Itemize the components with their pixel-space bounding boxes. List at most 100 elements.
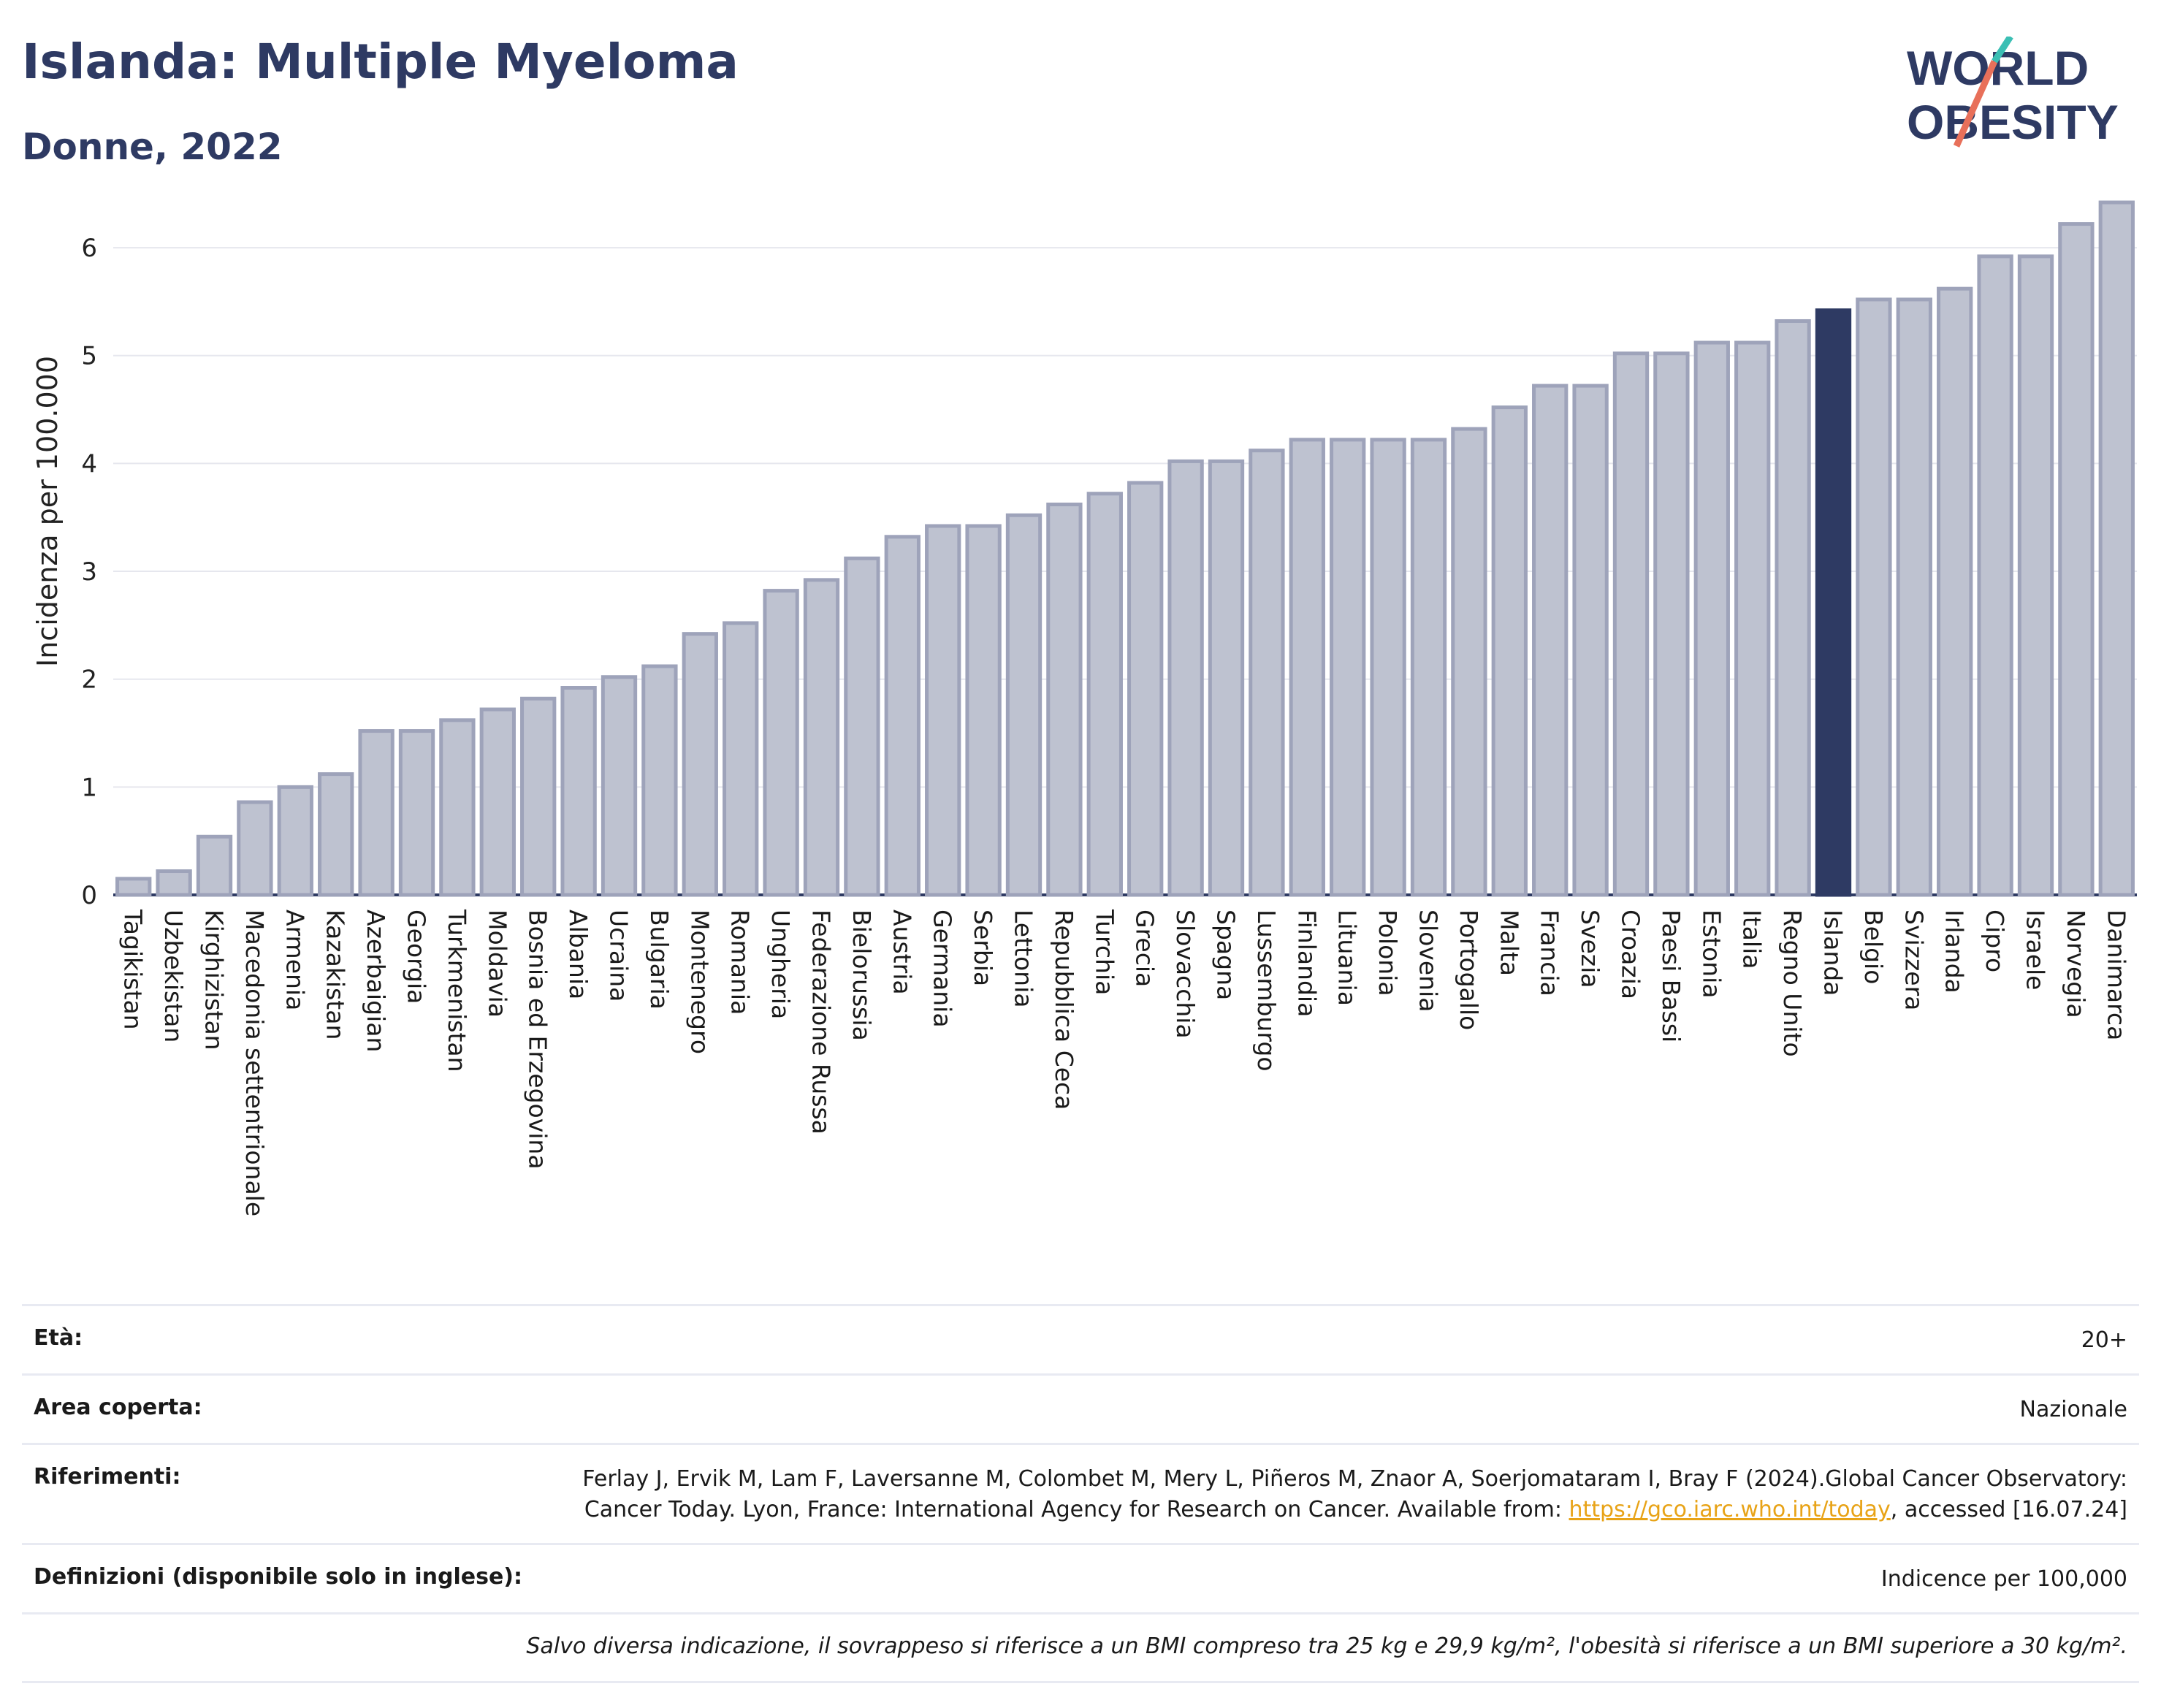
bar	[560, 686, 597, 897]
references-link[interactable]: https://gco.iarc.who.int/today	[1569, 1497, 1891, 1522]
x-category-label: Estonia	[1697, 910, 1726, 998]
page-subtitle: Donne, 2022	[22, 126, 283, 168]
bar	[1572, 384, 1609, 897]
bar	[1289, 438, 1325, 897]
x-category-label: Germania	[929, 910, 957, 1028]
x-category-label: Lituania	[1333, 910, 1362, 1006]
bar	[1856, 297, 1892, 897]
bar	[723, 621, 759, 897]
x-category-label: Lettonia	[1010, 910, 1038, 1007]
bar	[1775, 319, 1811, 897]
page-title: Islanda: Multiple Myeloma	[22, 34, 739, 90]
x-category-label: Regno Unito	[1778, 910, 1807, 1057]
bar	[156, 869, 192, 897]
x-category-label: Repubblica Ceca	[1050, 910, 1078, 1110]
x-category-label: Francia	[1536, 910, 1564, 996]
x-category-label: Spagna	[1212, 910, 1240, 1000]
svg-text:OBESITY: OBESITY	[1907, 95, 2119, 149]
bar	[358, 729, 395, 897]
bar	[965, 524, 1002, 897]
bar	[1491, 405, 1528, 897]
references-value: Ferlay J, Ervik M, Lam F, Laversanne M, …	[520, 1464, 2127, 1525]
bar	[1653, 351, 1690, 897]
x-category-label: Bosnia ed Erzegovina	[524, 910, 552, 1170]
y-tick-label: 4	[81, 449, 97, 479]
bar	[115, 877, 152, 897]
y-tick-label: 3	[81, 557, 97, 587]
y-tick-label: 6	[81, 234, 97, 263]
x-category-label: Portogallo	[1455, 910, 1483, 1030]
bar	[1086, 492, 1123, 897]
x-category-label: Bielorussia	[847, 910, 876, 1041]
y-tick-label: 5	[81, 342, 97, 371]
bar	[682, 632, 718, 897]
area-label: Area coperta:	[34, 1395, 202, 1420]
info-row-definitions: Definizioni (disponibile solo in inglese…	[22, 1543, 2139, 1612]
bar	[803, 578, 840, 897]
area-value: Nazionale	[2019, 1397, 2127, 1422]
bar	[844, 556, 880, 897]
references-text: Ferlay J, Ervik M, Lam F, Laversanne M, …	[582, 1466, 2127, 1522]
bar	[2017, 254, 2054, 897]
x-category-label: Federazione Russa	[807, 910, 836, 1135]
bar	[1612, 351, 1650, 897]
x-category-label: Austria	[888, 910, 916, 995]
bar	[763, 589, 799, 897]
bar	[1977, 254, 2013, 897]
bar	[1167, 459, 1204, 897]
bar-chart: 0 1 2 3 4 5 6 Tagikistan Uzbekistan Kirghizistan…	[31, 200, 2137, 1216]
x-category-label: Georgia	[403, 910, 431, 1004]
x-category-label: Armenia	[281, 910, 309, 1010]
bar	[1532, 384, 1569, 897]
info-row-references: Riferimenti: Ferlay J, Ervik M, Lam F, L…	[22, 1443, 2139, 1543]
bar	[439, 718, 476, 897]
references-accessed: , accessed [16.07.24]	[1890, 1497, 2127, 1522]
x-category-label: Irlanda	[1940, 910, 1969, 994]
bars	[115, 200, 2135, 897]
bar	[1693, 340, 1730, 897]
y-axis-ticks: 0 1 2 3 4 5 6	[81, 234, 97, 910]
bar	[641, 664, 678, 897]
x-category-label: Polonia	[1373, 910, 1402, 996]
definitions-label: Definizioni (disponibile solo in inglese…	[34, 1564, 522, 1590]
x-category-label: Serbia	[969, 910, 997, 986]
x-category-label: Slovacchia	[1171, 910, 1200, 1039]
x-category-label: Macedonia settentrionale	[240, 910, 269, 1216]
x-category-label: Azerbaigian	[362, 910, 390, 1052]
footnote: Salvo diversa indicazione, il sovrappeso…	[22, 1612, 2139, 1683]
x-category-label: Romania	[726, 910, 755, 1015]
bar	[925, 524, 961, 897]
definitions-value: Indicence per 100,000	[1880, 1566, 2127, 1592]
x-category-label: Slovenia	[1414, 910, 1443, 1012]
x-category-label: Svezia	[1576, 910, 1604, 988]
age-value: 20+	[2081, 1327, 2127, 1353]
bar-highlighted	[1815, 308, 1852, 897]
bar	[520, 696, 557, 897]
x-category-label: Danimarca	[2102, 910, 2130, 1040]
bar	[601, 675, 638, 897]
x-category-label: Montenegro	[685, 910, 714, 1054]
bar	[1896, 297, 1932, 897]
bar	[1005, 513, 1043, 897]
world-obesity-logo: WORLD OBESITY	[1907, 37, 2119, 149]
x-category-label: Malta	[1495, 910, 1523, 976]
y-axis-label: Incidenza per 100.000	[31, 356, 64, 667]
y-tick-label: 1	[81, 773, 97, 802]
x-category-label: Moldavia	[483, 910, 511, 1018]
age-label: Età:	[34, 1325, 83, 1351]
bar	[398, 729, 435, 897]
x-category-label: Islanda	[1819, 910, 1848, 996]
x-category-label: Kirghizistan	[200, 910, 229, 1051]
x-category-label: Turchia	[1090, 909, 1118, 995]
x-category-label: Kazakistan	[321, 910, 350, 1040]
bar	[1451, 427, 1487, 897]
bar	[237, 800, 273, 897]
references-label: Riferimenti:	[34, 1464, 181, 1490]
bar	[1937, 286, 1973, 897]
x-category-label: Israele	[2021, 910, 2050, 991]
x-category-label: Norvegia	[2062, 910, 2090, 1018]
bar	[1046, 502, 1083, 897]
x-category-label: Grecia	[1131, 910, 1159, 987]
y-tick-label: 0	[81, 881, 97, 910]
bar	[1208, 459, 1245, 897]
